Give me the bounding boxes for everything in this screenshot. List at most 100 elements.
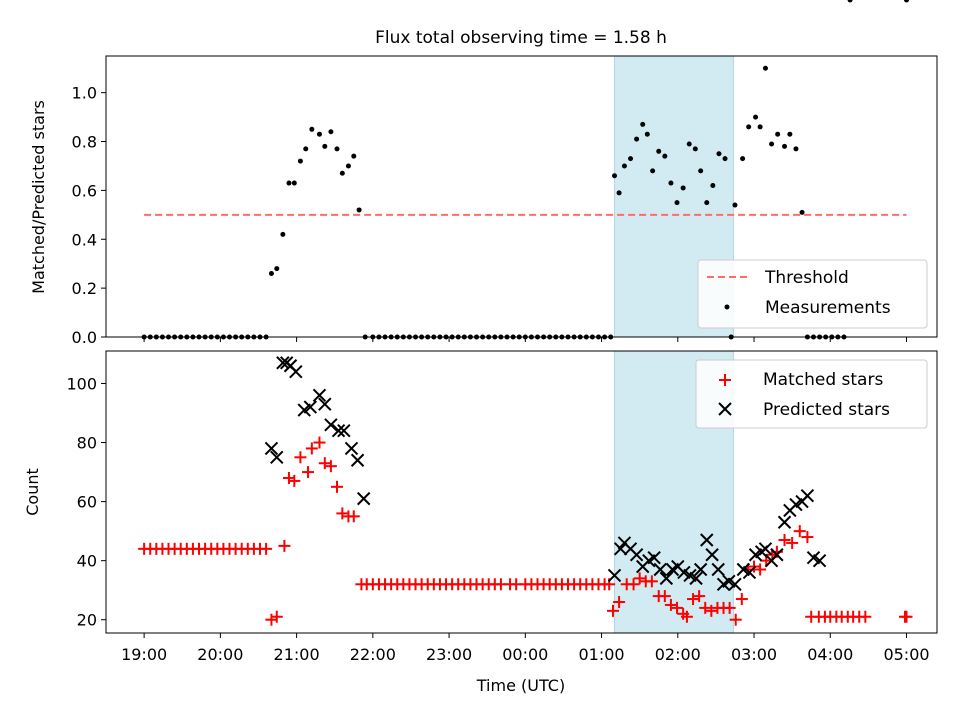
measurement-point: [746, 124, 752, 130]
predicted-star-point: [331, 424, 346, 438]
measurement-point: [328, 129, 334, 135]
x-tick-label: 22:00: [350, 645, 396, 664]
predicted-stars-legend-swatch: [718, 402, 732, 416]
measurement-point: [662, 153, 668, 159]
top-y-axis: 0.0 0.2 0.4 0.6 0.8 1.0: [72, 84, 106, 347]
measurement-point: [782, 143, 788, 149]
matched-star-point: [754, 563, 767, 576]
predicted-star-point: [356, 491, 371, 506]
predicted-star-point: [689, 571, 703, 586]
matched-star-point: [699, 601, 712, 614]
predicted-star-point: [812, 553, 827, 568]
predicted-stars-series: [264, 356, 827, 591]
matched-star-point: [336, 507, 349, 520]
measurement-point: [309, 126, 315, 132]
measurement-point: [692, 146, 698, 152]
matched-star-point: [302, 466, 315, 479]
predicted-star-point: [728, 577, 742, 591]
matched-star-point: [282, 471, 295, 484]
predicted-star-point: [337, 424, 351, 438]
measurement-point: [634, 136, 640, 142]
measurements-legend-label: Measurements: [765, 298, 891, 318]
predicted-star-point: [758, 542, 773, 556]
matched-star-point: [324, 460, 337, 473]
predicted-star-point: [289, 364, 303, 379]
matched-star-point: [793, 525, 806, 538]
measurement-point: [291, 180, 297, 186]
measurement-point: [716, 151, 722, 157]
predicted-star-point: [700, 533, 714, 547]
measurement-point: [303, 146, 309, 152]
matched-star-point: [613, 595, 626, 608]
matched-star-point: [723, 601, 736, 614]
y-tick-label: 0.4: [72, 230, 97, 249]
measurement-point: [698, 168, 704, 174]
measurement-point: [345, 163, 351, 169]
x-tick-label: 23:00: [426, 645, 472, 664]
threshold-legend-label: Threshold: [764, 268, 849, 288]
bottom-y-axis: 20 40 60 80 100: [66, 374, 106, 630]
y-tick-label: 40: [77, 552, 97, 571]
chart-title: Flux total observing time = 1.58 h: [375, 28, 667, 48]
measurement-point: [322, 143, 328, 149]
measurement-point: [644, 131, 650, 137]
y-tick-label: 0.0: [72, 328, 97, 347]
matched-star-point: [680, 610, 693, 623]
measurement-point: [650, 168, 656, 174]
matched-star-point: [729, 613, 742, 626]
y-tick-label: 0.6: [72, 181, 97, 200]
measurement-point: [740, 156, 746, 162]
bottom-legend: Matched stars Predicted stars: [695, 359, 928, 429]
y-tick-label: 0.8: [72, 133, 97, 152]
measurement-point: [757, 124, 763, 130]
matched-star-point: [735, 593, 748, 606]
predicted-star-point: [303, 400, 318, 414]
matched-star-point: [347, 510, 360, 523]
measurement-point: [847, 0, 853, 3]
predicted-star-point: [800, 488, 815, 503]
bottom-y-axis-label: Count: [23, 468, 42, 516]
predicted-star-point: [312, 388, 327, 403]
top-y-axis-label: Matched/Predicted stars: [29, 100, 48, 294]
x-tick-label: 19:00: [121, 645, 167, 664]
measurement-point: [787, 131, 793, 137]
measurement-point: [334, 146, 340, 152]
matched-star-point: [627, 578, 640, 591]
predicted-star-point: [607, 568, 622, 583]
measurement-point: [297, 158, 303, 164]
measurement-point: [621, 163, 627, 169]
predicted-star-point: [350, 453, 365, 467]
matched-star-point: [270, 610, 283, 623]
x-tick-label: 21:00: [274, 645, 320, 664]
matched-star-point: [859, 610, 872, 623]
matched-star-point: [294, 451, 307, 464]
y-tick-label: 0.2: [72, 279, 97, 298]
measurement-point: [704, 200, 710, 206]
matched-star-point: [331, 480, 344, 493]
bottom-x-axis: 19:00 20:00 21:00 22:00 23:00 00:00 01:00 02:00…: [121, 633, 930, 664]
bottom-plot-frame: [105, 350, 938, 634]
y-tick-label: 20: [77, 611, 97, 630]
predicted-star-point: [318, 397, 332, 411]
matched-star-point: [687, 593, 700, 606]
measurement-point: [280, 231, 286, 237]
measurement-point: [775, 131, 781, 137]
predicted-star-point: [264, 441, 279, 456]
predicted-star-point: [659, 571, 674, 586]
measurement-point: [339, 170, 345, 176]
measurement-point: [316, 131, 322, 137]
y-tick-label: 1.0: [72, 84, 97, 103]
measurement-point: [274, 266, 280, 272]
measurement-point: [799, 209, 805, 215]
top-legend: Threshold Measurements: [697, 259, 928, 329]
measurement-point: [686, 141, 692, 147]
matched-star-point: [313, 436, 326, 449]
matched-star-point: [633, 572, 646, 585]
measurement-point: [762, 65, 768, 71]
measurement-point: [769, 141, 775, 147]
measurement-point: [904, 0, 910, 3]
measurement-point: [356, 207, 362, 213]
matched-stars-series: [138, 436, 913, 626]
measurement-point: [732, 202, 738, 208]
top-panel: 0.0 0.2 0.4 0.6 0.8 1.0 Matched/Predicted sta…: [29, 0, 938, 347]
